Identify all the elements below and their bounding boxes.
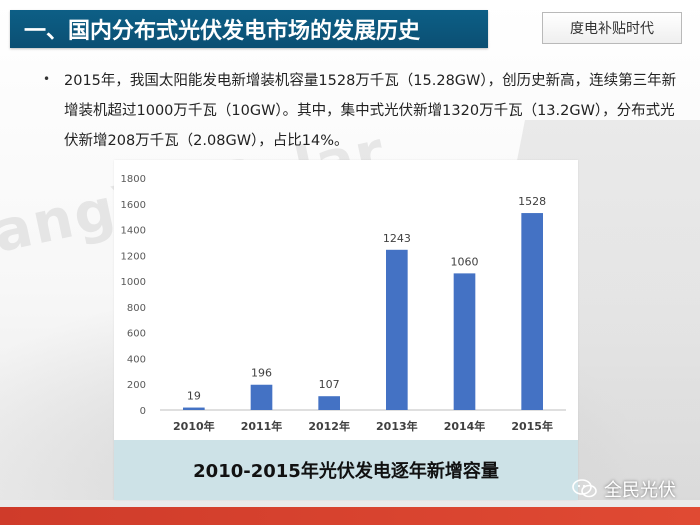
y-tick-label: 1200: [121, 251, 146, 262]
bar-chart: 0 200 400 600 800 1000 1200 1400 1600 1800 19 2010年…: [121, 174, 566, 433]
bullet-paragraph: 2015年，我国太阳能发电新增装机容量1528万千瓦（15.28GW），创历史新…: [64, 73, 677, 149]
y-tick-label: 200: [127, 380, 146, 391]
y-tick-label: 800: [127, 303, 146, 314]
x-tick-label: 2015年: [511, 419, 553, 433]
bar-1: [250, 384, 273, 410]
bar-3: [386, 249, 408, 410]
slide-title: 一、国内分布式光伏发电市场的发展历史: [24, 19, 421, 44]
brand-logo: 全民光伏: [572, 476, 676, 502]
x-tick-label: 2014年: [444, 419, 486, 433]
y-tick-label: 400: [127, 354, 146, 365]
data-label: 19: [187, 390, 201, 403]
footer-band: [0, 507, 700, 525]
slide-title-bar: 一、国内分布式光伏发电市场的发展历史: [10, 10, 488, 48]
data-label: 1060: [451, 255, 479, 268]
wechat-icon: [572, 479, 598, 499]
data-label: 196: [251, 367, 272, 380]
y-tick-label: 600: [127, 329, 146, 340]
x-tick-label: 2011年: [241, 419, 283, 433]
y-tick-label: 0: [140, 406, 146, 417]
data-label: 1243: [383, 232, 411, 245]
y-tick-label: 1800: [121, 174, 146, 185]
section-tag: 度电补贴时代: [542, 12, 682, 44]
bar-0: [183, 407, 205, 410]
brand-name: 全民光伏: [604, 480, 676, 501]
x-tick-label: 2010年: [173, 419, 215, 433]
bar-4: [453, 273, 476, 410]
bar-5: [521, 213, 543, 410]
x-tick-label: 2012年: [308, 419, 350, 433]
y-tick-label: 1400: [121, 226, 146, 237]
bar-2: [318, 396, 340, 410]
bullet-marker: •: [43, 72, 51, 86]
data-label: 107: [319, 378, 340, 391]
chart-caption: 2010-2015年光伏发电逐年新增容量: [114, 440, 578, 500]
y-tick-label: 1000: [121, 277, 146, 288]
data-label: 1528: [518, 195, 546, 208]
x-tick-label: 2013年: [376, 419, 418, 433]
y-tick-label: 1600: [121, 200, 146, 211]
